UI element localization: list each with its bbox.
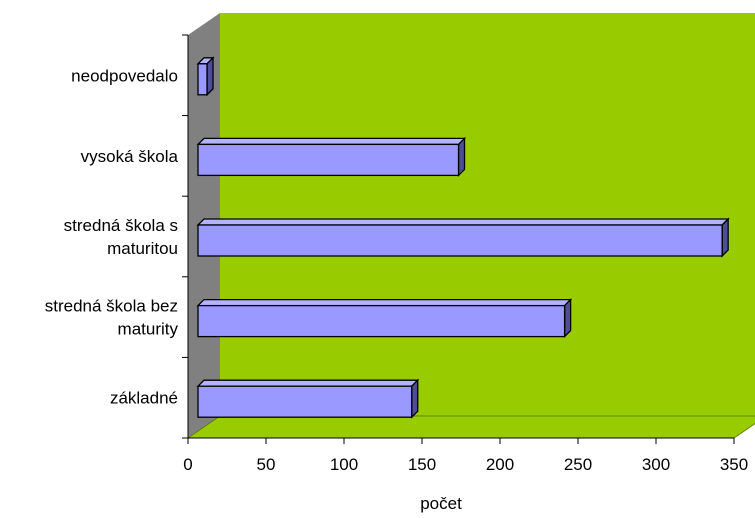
- bar-top-face: [196, 379, 420, 387]
- category-label: stredná škola bez maturity: [45, 297, 179, 339]
- x-tick-label: 200: [486, 455, 514, 474]
- bar: [196, 217, 730, 258]
- x-tick-label: 100: [330, 455, 358, 474]
- x-tick-label: 250: [564, 455, 592, 474]
- bar-side-face: [457, 136, 466, 177]
- category-label: vysoká škola: [81, 147, 179, 166]
- x-tick-label: 150: [408, 455, 436, 474]
- bar-top-face: [196, 218, 730, 226]
- bar: [196, 378, 420, 419]
- x-tick-label: 0: [183, 455, 192, 474]
- bar-side-face: [721, 217, 729, 258]
- plot-back-wall: [220, 13, 755, 416]
- category-label: stredná škola s maturitou: [64, 216, 178, 258]
- bar-top-face: [196, 137, 467, 146]
- x-tick-label: 300: [642, 455, 670, 474]
- bar-front-face: [197, 143, 460, 177]
- bar: [196, 136, 467, 177]
- bar-side-face: [563, 298, 572, 339]
- bar-front-face: [197, 385, 413, 418]
- bar-front-face: [197, 304, 566, 338]
- bar: [196, 298, 573, 339]
- bar-front-face: [197, 224, 723, 257]
- x-tick-label: 50: [257, 455, 276, 474]
- x-axis-title: počet: [420, 494, 462, 513]
- bar-side-face: [206, 56, 214, 97]
- bar-side-face: [411, 378, 419, 419]
- category-label: neodpovedalo: [71, 66, 178, 85]
- bar-top-face: [196, 298, 573, 307]
- bar: [196, 56, 215, 97]
- axis-ticks: [182, 34, 735, 444]
- x-tick-labels: 0 50 100 150 200 250 300 350: [183, 455, 748, 474]
- plot-floor: [186, 415, 755, 439]
- bars-group: [196, 56, 730, 419]
- category-label: základné: [110, 389, 178, 408]
- bar-front-face: [197, 63, 208, 96]
- x-tick-label: 350: [720, 455, 748, 474]
